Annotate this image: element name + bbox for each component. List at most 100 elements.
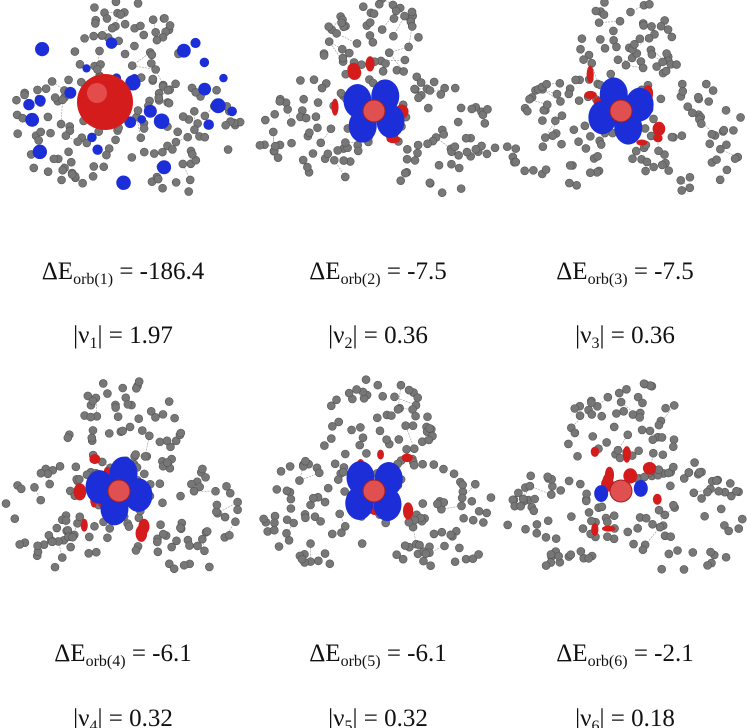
atom (565, 477, 573, 485)
atom (519, 495, 527, 503)
atom (678, 186, 686, 194)
atom (299, 156, 307, 164)
atom (75, 475, 83, 483)
atom (588, 410, 596, 418)
atom (678, 80, 686, 88)
atom (645, 34, 653, 42)
atom (639, 64, 647, 72)
atom (309, 149, 317, 157)
atom (663, 50, 671, 58)
lobe (591, 523, 598, 536)
atom (582, 497, 590, 505)
atom (403, 445, 411, 453)
atom (132, 546, 140, 554)
atom (375, 0, 383, 8)
label-main: ΔE (309, 258, 340, 285)
atom (151, 413, 159, 421)
atom (594, 152, 602, 160)
atom (99, 379, 107, 387)
lobe (200, 58, 210, 68)
lobe (130, 74, 139, 83)
atom (395, 435, 403, 443)
atom (541, 134, 549, 142)
atom (179, 113, 187, 121)
atom (374, 381, 382, 389)
atom (460, 514, 468, 522)
atom (270, 526, 278, 534)
atom (390, 393, 398, 401)
atom (359, 3, 367, 11)
atom (132, 451, 140, 459)
label-sub: orb(6) (588, 653, 628, 670)
atom (648, 50, 656, 58)
atom (379, 67, 387, 75)
label-open: |ν (575, 705, 591, 728)
atom (221, 513, 229, 521)
atom (44, 168, 52, 176)
label-rest: | = 0.36 (352, 322, 427, 349)
atom (33, 86, 41, 94)
atom (256, 141, 264, 149)
atom (90, 4, 98, 12)
atom (140, 470, 148, 478)
atom (90, 32, 98, 40)
atom (37, 469, 45, 477)
atom (103, 390, 111, 398)
atom (345, 389, 353, 397)
atom (119, 384, 127, 392)
atom (659, 58, 667, 66)
atom (126, 423, 134, 431)
atom (707, 548, 715, 556)
atom (441, 542, 449, 550)
atom (128, 153, 136, 161)
atom (526, 482, 534, 490)
atom (271, 110, 279, 118)
atom (401, 56, 409, 64)
atom (504, 521, 512, 529)
lobe (636, 139, 647, 145)
atom (112, 0, 120, 6)
atom (580, 56, 588, 64)
lobe (157, 160, 171, 174)
atom (48, 538, 56, 546)
atom (658, 433, 666, 441)
atom (373, 414, 381, 422)
atom (576, 412, 584, 420)
atom (725, 527, 733, 535)
atom (558, 140, 566, 148)
atom (338, 19, 346, 27)
atom (595, 19, 603, 27)
atom (641, 124, 649, 132)
atom (458, 494, 466, 502)
atom (521, 167, 529, 175)
atom (451, 84, 459, 92)
atom (544, 517, 552, 525)
atom (317, 517, 325, 525)
atom (300, 95, 308, 103)
atom (716, 176, 724, 184)
atom (326, 560, 334, 568)
atom (353, 385, 361, 393)
atom (301, 457, 309, 465)
atom (56, 462, 64, 470)
atom (286, 462, 294, 470)
atom (190, 107, 198, 115)
atom (571, 429, 579, 437)
atom (155, 94, 163, 102)
atom (159, 530, 167, 538)
atom (90, 162, 98, 170)
atom (677, 176, 685, 184)
atom (455, 544, 463, 552)
atom (370, 10, 378, 18)
atom (549, 132, 557, 140)
atom (451, 558, 459, 566)
atom (457, 104, 465, 112)
atom (670, 436, 678, 444)
lobe (403, 502, 413, 519)
atom (566, 161, 574, 169)
atom (522, 525, 530, 533)
atom (327, 435, 335, 443)
atom (324, 150, 332, 158)
atom (577, 547, 585, 555)
atom (154, 548, 162, 556)
